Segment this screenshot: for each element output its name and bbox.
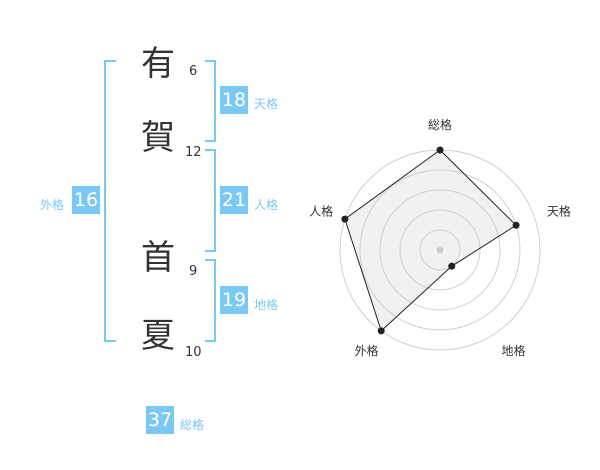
tenkaku-value: 18: [220, 86, 248, 114]
soukaku-label: 総格: [180, 418, 205, 432]
radar-area: [344, 149, 517, 332]
radar-axis-label: 地格: [501, 343, 525, 358]
name-char-2: 賀: [141, 118, 175, 158]
radar-axis-label: 人格: [309, 203, 333, 218]
jinkaku-label: 人格: [254, 198, 279, 212]
radar-axis-label: 天格: [547, 203, 571, 218]
name-char-3: 首: [141, 238, 175, 278]
name-char-1: 有: [141, 44, 175, 84]
chikaku-value: 19: [220, 286, 248, 314]
radar-axis-label: 外格: [355, 343, 379, 358]
radar-ring: [399, 209, 481, 291]
stroke-count-4: 10: [185, 345, 202, 360]
radar-point: [436, 146, 444, 154]
gaikaku-bracket: [104, 60, 116, 342]
radar-ring: [359, 169, 521, 331]
stroke-count-3: 9: [189, 264, 198, 279]
radar-ring: [379, 189, 501, 311]
gaikaku-value: 16: [72, 186, 100, 214]
jinkaku-bracket: [205, 149, 216, 252]
radar-point: [341, 215, 349, 223]
jinkaku-value: 21: [220, 186, 248, 214]
soukaku-value: 37: [146, 406, 174, 434]
radar-point: [512, 221, 520, 229]
radar-point: [448, 262, 456, 270]
radar-point: [377, 327, 385, 335]
stroke-count-1: 6: [189, 64, 198, 79]
radar-axis-label: 総格: [428, 117, 452, 132]
stroke-count-2: 12: [185, 145, 202, 160]
gaikaku-label: 外格: [40, 198, 65, 212]
tenkaku-bracket: [205, 60, 216, 142]
chikaku-bracket: [205, 259, 216, 342]
radar-center: [436, 246, 444, 254]
name-char-4: 夏: [141, 316, 175, 356]
radar-ring: [419, 229, 461, 271]
chikaku-label: 地格: [254, 298, 279, 312]
tenkaku-label: 天格: [254, 97, 279, 111]
